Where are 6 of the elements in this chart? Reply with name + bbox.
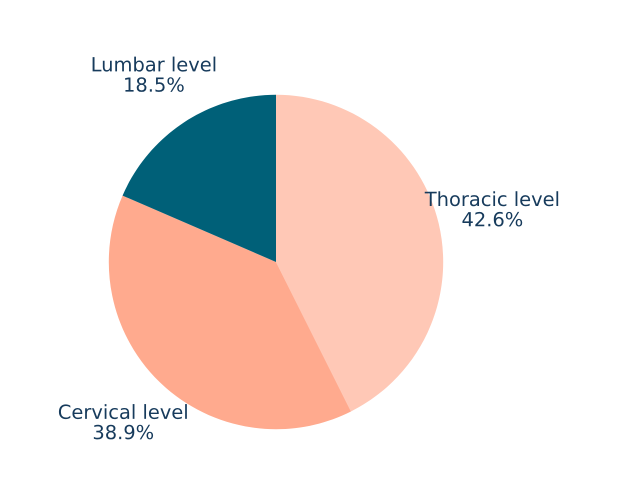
data-label: 18.5% bbox=[125, 77, 184, 92]
slice-label: Lumbar level bbox=[92, 56, 216, 72]
slice-label: Cervical level bbox=[58, 404, 187, 420]
data-label: 38.9% bbox=[94, 424, 154, 440]
slice-label: Thoracic level bbox=[424, 191, 558, 206]
data-label: 42.6% bbox=[462, 212, 522, 227]
